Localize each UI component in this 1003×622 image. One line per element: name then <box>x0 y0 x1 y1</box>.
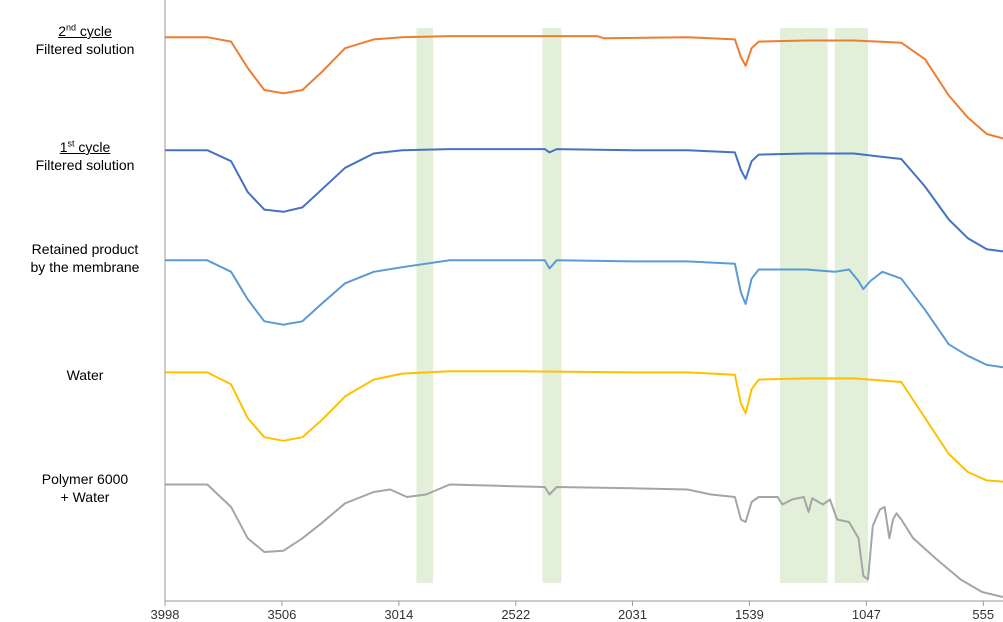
label-2nd-cycle: 2nd cycle Filtered solution <box>35 22 135 57</box>
x-tick-label: 2031 <box>618 607 647 622</box>
label-polymer-water: Polymer 6000 + Water <box>41 471 129 505</box>
x-tick-label: 3506 <box>267 607 296 622</box>
highlight-band-3 <box>780 28 828 583</box>
x-tick-label: 3014 <box>384 607 413 622</box>
highlight-band-4 <box>834 28 869 583</box>
spectrum-line-5 <box>165 483 1003 598</box>
x-ticks: 3998 3506 3014 2522 2031 1539 1047 555 <box>151 601 994 622</box>
highlight-band-1 <box>416 28 434 583</box>
spectrum-line-3 <box>165 259 1003 369</box>
spectra-curves <box>165 35 1003 598</box>
spectrum-line-1 <box>165 35 1003 140</box>
x-tick-label: 555 <box>972 607 994 622</box>
spectrum-line-2 <box>165 148 1003 253</box>
label-retained-product: Retained product by the membrane <box>30 241 140 275</box>
x-tick-label: 2522 <box>501 607 530 622</box>
highlight-bands <box>416 28 869 583</box>
x-tick-label: 1539 <box>735 607 764 622</box>
label-1st-cycle: 1st cycle Filtered solution <box>35 138 135 173</box>
x-tick-label: 3998 <box>151 607 180 622</box>
highlight-band-2 <box>542 28 562 583</box>
spectrum-line-4 <box>165 370 1003 483</box>
x-tick-label: 1047 <box>852 607 881 622</box>
label-water: Water <box>66 367 104 383</box>
